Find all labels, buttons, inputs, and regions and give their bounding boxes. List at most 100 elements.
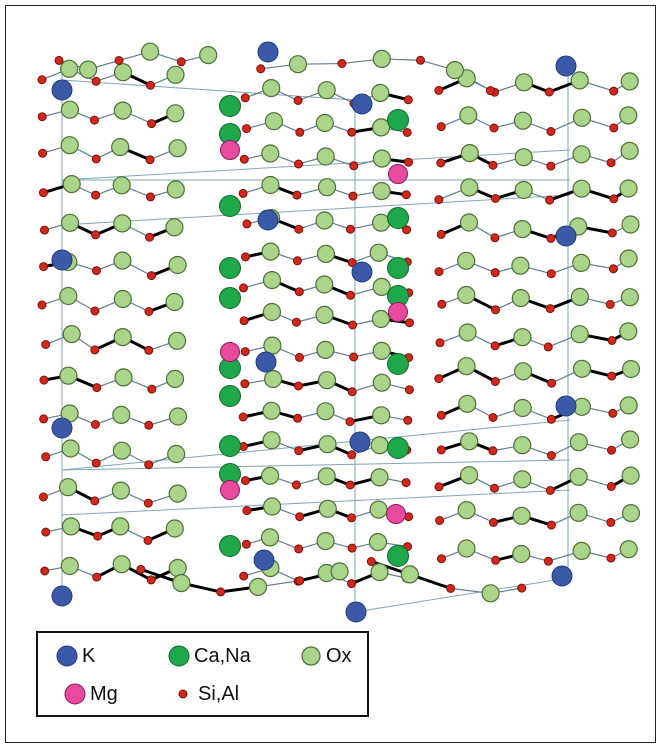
si-al-atom [37,75,47,85]
ox-atom [620,72,639,91]
ox-atom [316,402,335,421]
k-atom [351,261,373,283]
ox-atom [370,436,389,455]
ox-atom [168,331,187,350]
ox-atom [569,503,588,522]
si-al-atom [491,305,500,315]
ox-atom [511,289,530,308]
ox-atom [262,271,282,290]
si-al-atom [291,317,301,327]
si-al-atom [609,123,619,133]
si-al-atom [490,377,500,386]
ca-na-atom [219,287,241,309]
k-atom [255,351,277,373]
si-al-atom [91,154,101,164]
si-al-atom [294,446,304,456]
si-al-atom [606,553,616,563]
ox-atom [113,101,132,120]
ox-atom [572,108,592,127]
si-al-atom [436,229,446,239]
ox-atom [111,481,131,500]
legend-label-si-al: Si,Al [198,683,240,705]
legend-item-k: K [56,645,95,667]
ox-atom [460,178,479,197]
si-al-atom [345,480,355,490]
k-atom [51,585,73,607]
si-al-atom [606,158,616,168]
ox-atom [572,253,591,272]
si-al-atom [239,283,248,293]
ox-atom [166,104,185,123]
si-al-atom [238,188,248,198]
ox-atom [165,369,185,388]
k-atom [51,417,73,439]
si-al-atom [291,480,301,490]
si-al-atom [347,258,357,268]
si-al-atom [145,232,155,242]
si-al-atom [136,564,146,574]
ox-atom [619,322,638,341]
ox-atom [112,405,131,424]
ca-na-atom [387,353,409,375]
legend-label-ox: Ox [326,645,352,667]
si-al-atom [90,496,100,506]
si-al-atom [545,486,555,495]
si-al-atom [403,95,413,105]
ox-atom [165,519,184,538]
k-atom [257,209,279,231]
si-al-atom [490,483,499,493]
legend-label-ca-na: Ca,Na [194,645,251,667]
si-al-atom [292,190,302,200]
si-al-atom [434,85,444,95]
si-al-atom [345,224,355,234]
ca-na-atom [387,257,409,279]
si-al-atom [434,482,444,492]
si-al-atom [144,420,154,430]
ox-atom [61,439,80,458]
k-atom [349,431,371,453]
ox-atom [330,562,349,581]
si-al-atom [436,122,446,132]
si-al-atom [545,304,555,314]
ox-atom [572,145,591,164]
ox-atom [112,441,132,460]
si-al-atom [606,482,616,491]
si-al-atom [144,307,154,316]
si-al-atom [491,555,501,565]
ox-atom [460,466,479,485]
k-atom [351,93,373,115]
k-atom [253,549,275,571]
si-al-atom [517,583,527,593]
ox-atom [262,302,281,322]
si-al-atom [40,225,49,235]
k-atom [51,79,73,101]
si-al-atom [41,340,51,349]
si-al-atom [92,266,101,276]
ca-na-atom [387,109,409,131]
si-al-atom [241,539,251,549]
ox-atom [168,484,187,503]
si-al-atom [54,55,64,65]
ox-atom [513,328,532,347]
si-al-atom [607,228,617,238]
si-al-atom [543,556,553,566]
cell-edge [61,489,571,516]
ox-atom [572,541,591,561]
si-al-atom [293,381,303,391]
si-al-atom [609,194,619,204]
si-al-atom [91,76,101,86]
ox-atom [317,81,336,100]
ca-na-atom [219,257,241,279]
k-atom [555,225,577,247]
si-al-atom [347,579,356,589]
ox-atom [512,506,531,525]
si-al-atom [436,445,446,455]
si-al-atom [90,345,100,355]
ox-atom [316,531,335,551]
ox-atom [372,49,391,69]
si-al-atom [41,452,51,462]
si-al-atom [295,512,305,522]
si-al-atom [37,300,47,310]
ox-atom [457,357,476,376]
ox-atom [318,499,337,518]
